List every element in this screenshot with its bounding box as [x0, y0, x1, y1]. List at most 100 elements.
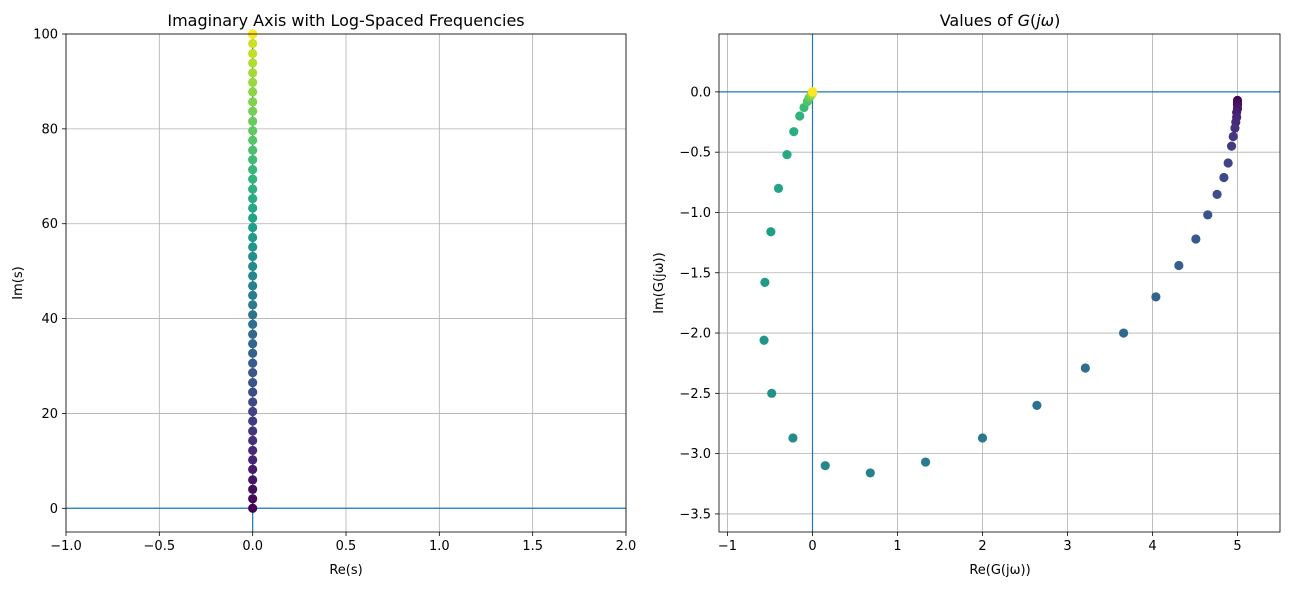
right-y-axis-label: Im(G(jω)): [652, 252, 667, 313]
data-point: [773, 183, 784, 193]
data-point: [248, 475, 258, 485]
data-point: [789, 127, 799, 137]
x-tick-label: 0: [808, 539, 816, 554]
data-point: [1230, 123, 1240, 133]
data-point: [248, 135, 258, 145]
data-point: [788, 433, 798, 443]
right-chart-title: Values of G(jω): [940, 11, 1061, 30]
y-tick-label: 100: [33, 28, 58, 43]
right-chart: Values of G(jω) −1 0 1 2 3 4 50.0−0.5−1.0−1.5−…: [652, 11, 1281, 578]
data-point: [248, 435, 258, 446]
data-point: [248, 455, 258, 465]
y-tick-label: −3.0: [679, 447, 711, 462]
x-tick-label: 0.0: [242, 539, 263, 554]
y-tick-label: −0.5: [679, 146, 711, 161]
y-tick-label: −1.5: [679, 266, 711, 281]
data-point: [1219, 172, 1229, 183]
data-point: [807, 87, 818, 97]
data-point: [248, 193, 258, 204]
y-tick-label: −2.5: [679, 387, 711, 402]
left-grid: [65, 33, 627, 532]
x-tick-label: 5: [1233, 539, 1241, 554]
data-point: [1119, 328, 1129, 338]
y-tick-label: 20: [41, 407, 58, 422]
data-point: [248, 126, 258, 136]
data-point: [1203, 210, 1213, 220]
data-point: [248, 165, 258, 175]
left-points: [248, 29, 258, 513]
left-ticks: −1.0 −0.5 0.0 0.5 1.0 1.5 2.0 0 20 40 60 80 100: [33, 28, 636, 555]
data-point: [248, 116, 258, 126]
data-point: [248, 68, 258, 78]
data-point: [865, 468, 875, 478]
data-point: [760, 277, 770, 287]
data-point: [767, 388, 777, 398]
data-point: [248, 426, 258, 436]
data-point: [248, 87, 258, 97]
y-tick-label: 60: [41, 217, 58, 232]
y-tick-label: −2.0: [679, 327, 711, 342]
data-point: [248, 222, 258, 233]
data-point: [977, 433, 988, 443]
data-point: [1226, 141, 1237, 151]
data-point: [248, 145, 258, 155]
data-point: [248, 261, 258, 271]
left-y-axis-label: Im(s): [11, 266, 26, 299]
left-chart-title: Imaginary Axis with Log-Spaced Frequenci…: [167, 11, 524, 30]
data-point: [248, 416, 258, 426]
data-point: [248, 77, 258, 87]
right-title-part-3: jω: [1034, 11, 1054, 30]
data-point: [1191, 234, 1201, 244]
data-point: [1151, 292, 1161, 302]
data-point: [248, 445, 258, 456]
y-tick-label: 0: [50, 502, 58, 517]
data-point: [248, 368, 258, 378]
data-point: [248, 358, 258, 368]
data-point: [248, 494, 258, 504]
x-tick-label: 2: [978, 539, 986, 554]
data-point: [248, 484, 258, 494]
data-point: [248, 213, 258, 223]
right-plot-frame: [718, 33, 1281, 533]
x-tick-label: −0.5: [144, 539, 176, 554]
data-point: [248, 58, 258, 68]
right-x-axis-label: Re(G(jω)): [969, 563, 1030, 578]
left-x-axis-label: Re(s): [329, 563, 362, 578]
x-tick-label: −1: [718, 539, 737, 554]
data-point: [248, 48, 258, 59]
right-title-part-2: (: [1030, 11, 1036, 30]
data-point: [248, 329, 258, 339]
data-point: [820, 461, 830, 471]
data-point: [759, 335, 769, 345]
x-tick-label: 4: [1148, 539, 1156, 554]
x-tick-label: 1.0: [429, 539, 450, 554]
right-title-part-0: Values of: [940, 11, 1018, 30]
data-point: [248, 232, 258, 243]
data-point: [248, 38, 258, 49]
data-point: [920, 457, 931, 467]
x-tick-label: 0.5: [336, 539, 357, 554]
data-point: [248, 271, 258, 281]
data-point: [248, 184, 258, 194]
data-point: [248, 251, 258, 262]
data-point: [248, 464, 258, 474]
data-point: [1228, 131, 1238, 142]
data-point: [248, 503, 258, 513]
data-point: [248, 300, 258, 310]
data-point: [248, 339, 258, 349]
data-point: [248, 242, 258, 252]
data-point: [248, 378, 258, 388]
data-point: [1174, 260, 1184, 271]
right-ticks: −1 0 1 2 3 4 5 0.0 −0.5 −1.0 −1.5 −2.0 −2.5 −3.0 −3.5: [679, 85, 1241, 554]
y-tick-label: 40: [41, 312, 58, 327]
left-chart: Imaginary Axis with Log-Spaced Frequenci…: [11, 11, 636, 578]
y-tick-label: 80: [41, 122, 58, 137]
data-point: [248, 310, 258, 320]
data-point: [766, 227, 776, 237]
data-point: [248, 290, 258, 300]
x-tick-label: 2.0: [616, 539, 637, 554]
data-point: [248, 397, 258, 407]
data-point: [782, 149, 792, 160]
data-point: [248, 174, 258, 184]
